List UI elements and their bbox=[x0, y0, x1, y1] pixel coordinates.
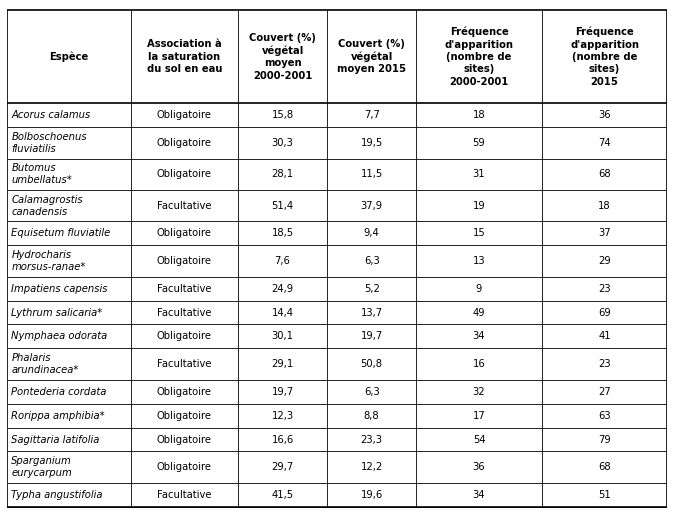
Text: Nymphaea odorata: Nymphaea odorata bbox=[11, 331, 108, 341]
Text: Pontederia cordata: Pontederia cordata bbox=[11, 387, 106, 397]
Text: Obligatoire: Obligatoire bbox=[157, 410, 212, 421]
Text: Lythrum salicaria*: Lythrum salicaria* bbox=[11, 308, 102, 317]
Text: 36: 36 bbox=[472, 462, 485, 472]
Text: 37,9: 37,9 bbox=[361, 201, 383, 211]
Text: Obligatoire: Obligatoire bbox=[157, 169, 212, 179]
Text: 19,5: 19,5 bbox=[361, 138, 383, 148]
Text: Rorippa amphibia*: Rorippa amphibia* bbox=[11, 410, 105, 421]
Text: 5,2: 5,2 bbox=[364, 284, 379, 294]
Text: 30,3: 30,3 bbox=[272, 138, 293, 148]
Text: 50,8: 50,8 bbox=[361, 359, 383, 369]
Text: Espèce: Espèce bbox=[49, 52, 88, 62]
Text: 36: 36 bbox=[599, 110, 611, 120]
Text: 13: 13 bbox=[472, 256, 485, 266]
Text: Acorus calamus: Acorus calamus bbox=[11, 110, 90, 120]
Text: Sagittaria latifolia: Sagittaria latifolia bbox=[11, 434, 100, 445]
Text: 23: 23 bbox=[599, 359, 611, 369]
Text: Obligatoire: Obligatoire bbox=[157, 229, 212, 238]
Text: Fréquence
d'apparition
(nombre de
sites)
2015: Fréquence d'apparition (nombre de sites)… bbox=[570, 27, 639, 87]
Text: 18: 18 bbox=[472, 110, 485, 120]
Text: Couvert (%)
végétal
moyen 2015: Couvert (%) végétal moyen 2015 bbox=[337, 39, 406, 74]
Text: Sparganium
eurycarpum: Sparganium eurycarpum bbox=[11, 456, 72, 478]
Text: Fréquence
d'apparition
(nombre de
sites)
2000-2001: Fréquence d'apparition (nombre de sites)… bbox=[445, 27, 514, 87]
Text: 14,4: 14,4 bbox=[272, 308, 293, 317]
Text: Impatiens capensis: Impatiens capensis bbox=[11, 284, 108, 294]
Text: 18: 18 bbox=[599, 201, 611, 211]
Text: 12,3: 12,3 bbox=[272, 410, 294, 421]
Text: 19,6: 19,6 bbox=[361, 490, 383, 500]
Text: 41: 41 bbox=[599, 331, 611, 341]
Text: Calamagrostis
canadensis: Calamagrostis canadensis bbox=[11, 194, 83, 217]
Text: 37: 37 bbox=[599, 229, 611, 238]
Text: 12,2: 12,2 bbox=[361, 462, 383, 472]
Text: 79: 79 bbox=[598, 434, 611, 445]
Text: 9: 9 bbox=[476, 284, 482, 294]
Text: 15,8: 15,8 bbox=[272, 110, 294, 120]
Text: 54: 54 bbox=[472, 434, 485, 445]
Text: 31: 31 bbox=[472, 169, 485, 179]
Text: 69: 69 bbox=[598, 308, 611, 317]
Text: Obligatoire: Obligatoire bbox=[157, 462, 212, 472]
Text: 19,7: 19,7 bbox=[361, 331, 383, 341]
Text: 41,5: 41,5 bbox=[272, 490, 294, 500]
Text: Obligatoire: Obligatoire bbox=[157, 331, 212, 341]
Text: Typha angustifolia: Typha angustifolia bbox=[11, 490, 103, 500]
Text: 6,3: 6,3 bbox=[364, 256, 379, 266]
Text: Bolboschoenus
fluviatilis: Bolboschoenus fluviatilis bbox=[11, 132, 87, 154]
Text: 16: 16 bbox=[472, 359, 485, 369]
Text: 68: 68 bbox=[599, 462, 611, 472]
Text: Facultative: Facultative bbox=[157, 201, 212, 211]
Text: 23,3: 23,3 bbox=[361, 434, 383, 445]
Text: 8,8: 8,8 bbox=[364, 410, 379, 421]
Text: 27: 27 bbox=[598, 387, 611, 397]
Text: 16,6: 16,6 bbox=[272, 434, 294, 445]
Text: 6,3: 6,3 bbox=[364, 387, 379, 397]
Text: 68: 68 bbox=[599, 169, 611, 179]
Text: Facultative: Facultative bbox=[157, 308, 212, 317]
Text: 11,5: 11,5 bbox=[361, 169, 383, 179]
Text: Facultative: Facultative bbox=[157, 490, 212, 500]
Text: 19,7: 19,7 bbox=[272, 387, 294, 397]
Text: 19: 19 bbox=[472, 201, 485, 211]
Text: Obligatoire: Obligatoire bbox=[157, 256, 212, 266]
Text: 51,4: 51,4 bbox=[272, 201, 294, 211]
Text: 9,4: 9,4 bbox=[364, 229, 379, 238]
Text: Butomus
umbellatus*: Butomus umbellatus* bbox=[11, 163, 72, 186]
Text: Facultative: Facultative bbox=[157, 284, 212, 294]
Text: 49: 49 bbox=[472, 308, 485, 317]
Text: 24,9: 24,9 bbox=[272, 284, 294, 294]
Text: 7,7: 7,7 bbox=[364, 110, 379, 120]
Text: Phalaris
arundinacea*: Phalaris arundinacea* bbox=[11, 353, 79, 375]
Text: 23: 23 bbox=[599, 284, 611, 294]
Text: 28,1: 28,1 bbox=[272, 169, 294, 179]
Text: 13,7: 13,7 bbox=[361, 308, 383, 317]
Text: 74: 74 bbox=[599, 138, 611, 148]
Text: 34: 34 bbox=[472, 331, 485, 341]
Text: 51: 51 bbox=[598, 490, 611, 500]
Text: 15: 15 bbox=[472, 229, 485, 238]
Text: Obligatoire: Obligatoire bbox=[157, 110, 212, 120]
Text: Obligatoire: Obligatoire bbox=[157, 138, 212, 148]
Text: 34: 34 bbox=[472, 490, 485, 500]
Text: 18,5: 18,5 bbox=[272, 229, 294, 238]
Text: 59: 59 bbox=[472, 138, 485, 148]
Text: 30,1: 30,1 bbox=[272, 331, 293, 341]
Text: 29,1: 29,1 bbox=[272, 359, 294, 369]
Text: Couvert (%)
végétal
moyen
2000-2001: Couvert (%) végétal moyen 2000-2001 bbox=[249, 33, 316, 81]
Text: Facultative: Facultative bbox=[157, 359, 212, 369]
Text: 32: 32 bbox=[472, 387, 485, 397]
Text: Hydrocharis
morsus-ranae*: Hydrocharis morsus-ranae* bbox=[11, 250, 86, 272]
Text: Association à
la saturation
du sol en eau: Association à la saturation du sol en ea… bbox=[147, 39, 222, 74]
Text: Obligatoire: Obligatoire bbox=[157, 387, 212, 397]
Text: 17: 17 bbox=[472, 410, 485, 421]
Text: 63: 63 bbox=[599, 410, 611, 421]
Text: 29,7: 29,7 bbox=[272, 462, 294, 472]
Text: 29: 29 bbox=[598, 256, 611, 266]
Text: 7,6: 7,6 bbox=[274, 256, 290, 266]
Text: Equisetum fluviatile: Equisetum fluviatile bbox=[11, 229, 111, 238]
Text: Obligatoire: Obligatoire bbox=[157, 434, 212, 445]
